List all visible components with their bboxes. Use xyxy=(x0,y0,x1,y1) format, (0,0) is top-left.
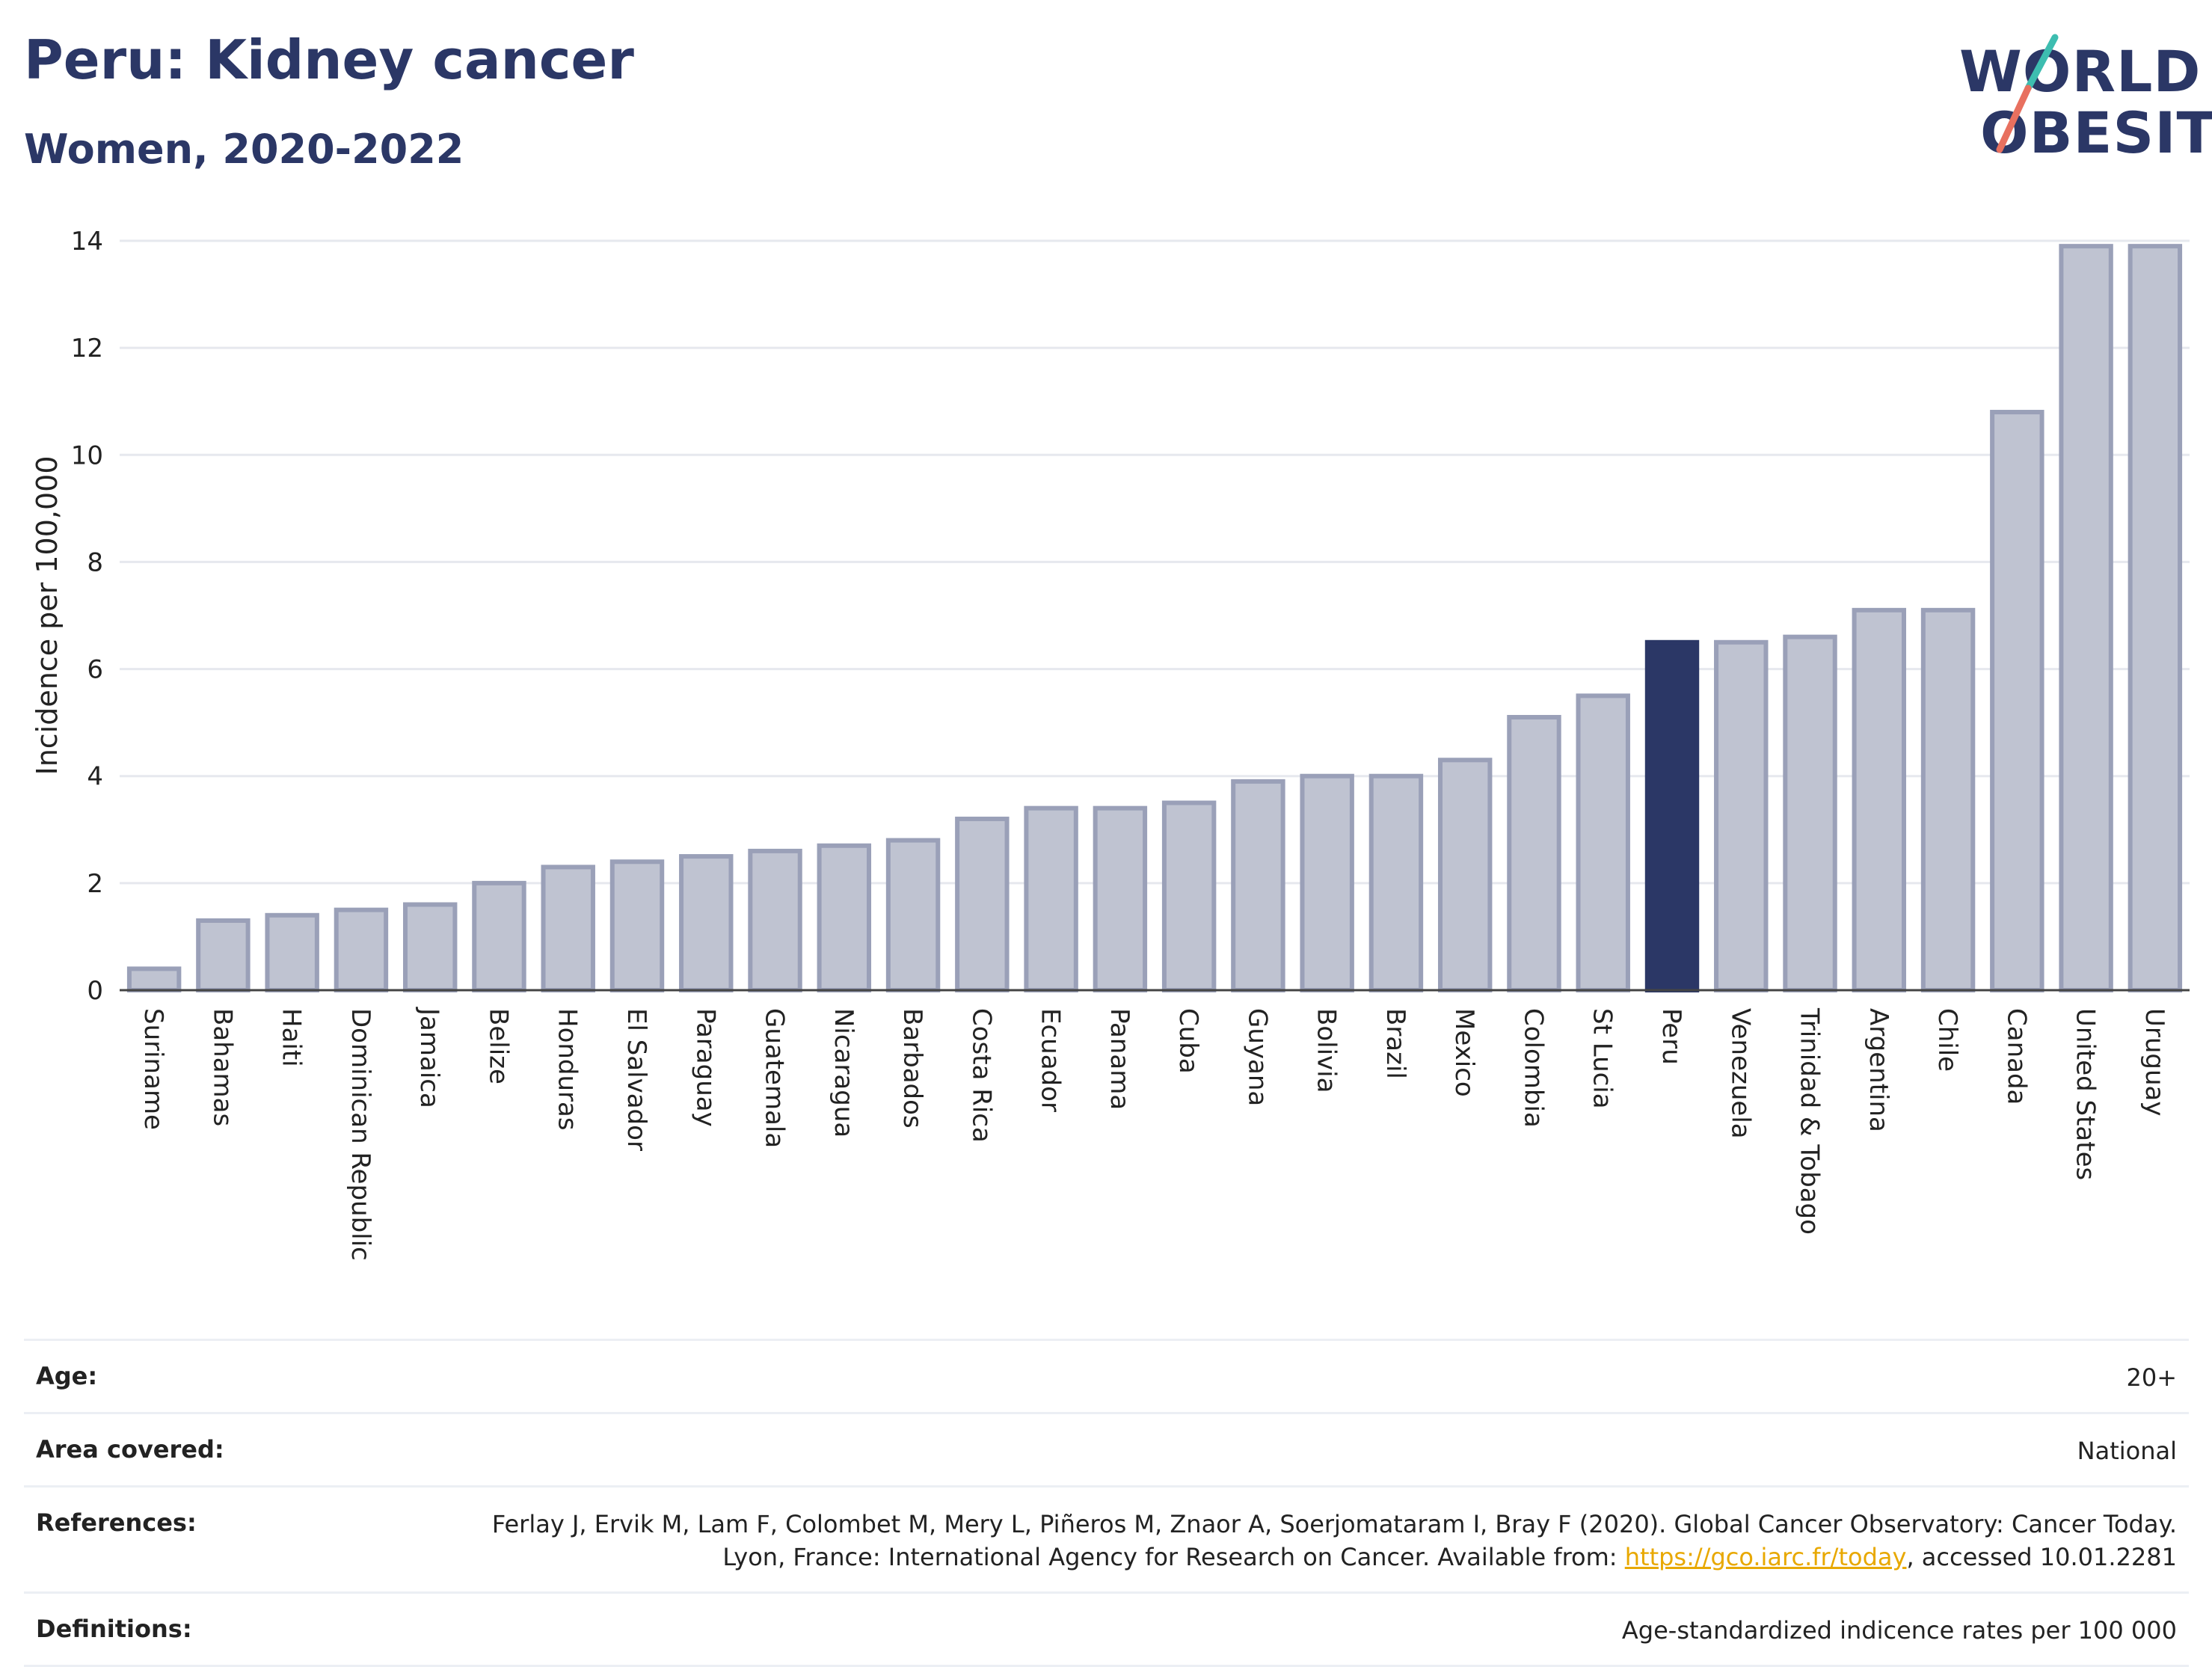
x-tick-label: Costa Rica xyxy=(966,1008,996,1143)
references-link[interactable]: https://gco.iarc.fr/today xyxy=(1624,1542,1907,1571)
bar xyxy=(1852,607,1907,992)
area-label: Area covered: xyxy=(36,1435,224,1464)
meta-row-area: Area covered: National xyxy=(24,1412,2189,1485)
x-tick-label: Trinidad & Tobago xyxy=(1795,1007,1825,1235)
y-tick-label: 8 xyxy=(87,547,103,577)
x-tick-label: El Salvador xyxy=(621,1008,651,1151)
bar xyxy=(1368,773,1424,992)
bar xyxy=(402,902,458,992)
x-tick-label: Argentina xyxy=(1864,1008,1893,1132)
x-tick-label: St Lucia xyxy=(1588,1008,1617,1109)
x-tick-label: Canada xyxy=(2001,1008,2031,1105)
x-tick-label: United States xyxy=(2071,1008,2101,1180)
bar xyxy=(1161,800,1217,992)
bar xyxy=(1507,714,1561,992)
references-text: Ferlay J, Ervik M, Lam F, Colombet M, Me… xyxy=(491,1510,2177,1571)
y-tick-label: 4 xyxy=(87,762,103,792)
x-tick-label: Nicaragua xyxy=(829,1008,858,1138)
x-tick-label: Barbados xyxy=(897,1008,927,1129)
x-tick-label: Suriname xyxy=(138,1008,168,1130)
bar xyxy=(1714,639,1769,992)
meta-row-references: References: Ferlay J, Ervik M, Lam F, Co… xyxy=(24,1485,2189,1591)
y-axis-title: Incidence per 100,000 xyxy=(31,455,64,775)
bar xyxy=(541,865,595,993)
x-tick-label: Ecuador xyxy=(1036,1008,1066,1112)
age-value: 20+ xyxy=(2126,1363,2177,1392)
definitions-value: Age-standardized indicence rates per 100… xyxy=(1621,1615,2177,1645)
bar xyxy=(2127,244,2183,992)
x-tick-label: Honduras xyxy=(553,1008,583,1131)
x-tick-label: Mexico xyxy=(1449,1008,1479,1097)
x-tick-label: Brazil xyxy=(1380,1008,1410,1079)
bar xyxy=(1644,639,1700,992)
bar xyxy=(1437,758,1493,992)
x-tick-label: Cuba xyxy=(1173,1008,1203,1074)
x-tick-label: Guatemala xyxy=(760,1008,790,1148)
x-tick-label: Peru xyxy=(1656,1008,1686,1065)
definitions-label: Definitions: xyxy=(36,1614,192,1643)
chart-subtitle: Women, 2020-2022 xyxy=(24,126,464,173)
world-obesity-logo: WORLD OBESITY xyxy=(1944,30,2212,165)
bar xyxy=(2059,244,2113,992)
bar xyxy=(472,880,526,992)
bar xyxy=(955,816,1010,992)
x-tick-label: Bahamas xyxy=(207,1008,237,1126)
bar xyxy=(748,848,802,993)
x-tick-label: Bolivia xyxy=(1312,1008,1342,1093)
bar xyxy=(1300,773,1354,992)
bar xyxy=(1093,805,1148,993)
references-tail: , accessed 10.01.2281 xyxy=(1906,1542,2177,1571)
x-tick-label: Guyana xyxy=(1242,1008,1272,1106)
bar xyxy=(1024,805,1078,993)
bar xyxy=(265,912,319,992)
bar xyxy=(1920,607,1976,992)
x-tick-label: Colombia xyxy=(1518,1008,1548,1128)
y-tick-label: 12 xyxy=(71,334,103,363)
bar xyxy=(1990,410,2044,992)
references-value: Ferlay J, Ervik M, Lam F, Colombet M, Me… xyxy=(457,1508,2177,1573)
y-tick-label: 14 xyxy=(71,227,103,257)
bar-chart: 0 2 4 6 8 10 12 14 Incidence per 100,000 Suriname… xyxy=(31,227,2190,1261)
bar xyxy=(679,854,734,992)
bar xyxy=(334,907,389,993)
y-tick-label: 10 xyxy=(71,440,103,470)
x-tick-label: Venezuela xyxy=(1725,1008,1755,1139)
x-tick-label: Paraguay xyxy=(690,1008,720,1127)
bar xyxy=(1783,634,1837,993)
bar xyxy=(196,918,251,993)
logo-line-world: WORLD xyxy=(1959,38,2202,105)
area-value: National xyxy=(2077,1437,2177,1466)
y-tick-label: 2 xyxy=(87,869,103,899)
y-tick-label: 0 xyxy=(87,976,103,1006)
x-tick-label: Chile xyxy=(1932,1008,1962,1072)
bar xyxy=(1576,693,1630,992)
references-label: References: xyxy=(36,1508,197,1538)
bar xyxy=(126,966,182,993)
meta-row-definitions: Definitions: Age-standardized indicence … xyxy=(24,1591,2189,1667)
x-tick-label: Belize xyxy=(483,1008,513,1084)
metadata-table: Age: 20+ Area covered: National Referenc… xyxy=(24,1339,2189,1667)
x-tick-label: Haiti xyxy=(277,1008,307,1067)
chart-title: Peru: Kidney cancer xyxy=(24,28,634,91)
x-tick-label: Jamaica xyxy=(414,1007,444,1108)
bar xyxy=(885,838,941,992)
y-tick-label: 6 xyxy=(87,655,103,685)
age-label: Age: xyxy=(36,1362,98,1390)
x-tick-label: Panama xyxy=(1105,1008,1134,1110)
meta-row-age: Age: 20+ xyxy=(24,1339,2189,1412)
bar xyxy=(1231,779,1285,992)
logo-slash-icon xyxy=(1996,34,2059,153)
x-tick-label: Dominican Republic xyxy=(345,1008,375,1261)
x-tick-label: Uruguay xyxy=(2139,1008,2169,1117)
bar xyxy=(609,859,665,992)
bar xyxy=(817,843,872,992)
